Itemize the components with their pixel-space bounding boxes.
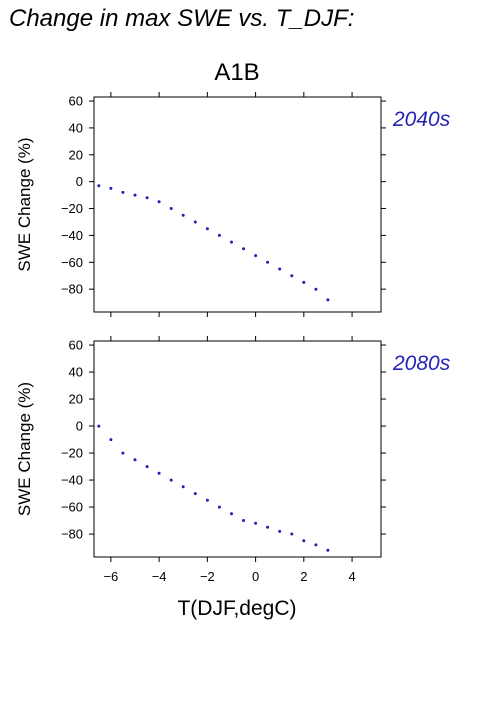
data-point	[314, 543, 318, 547]
scenario-label: A1B	[214, 59, 259, 86]
plot-frame	[93, 340, 382, 558]
data-point	[217, 233, 221, 237]
y-tick-label: −60	[61, 500, 83, 515]
y-tick-label: 40	[69, 120, 83, 135]
data-point	[145, 196, 149, 200]
data-point	[230, 240, 233, 244]
y-tick-label: 60	[69, 94, 83, 109]
y-tick-label: 0	[76, 174, 83, 189]
x-tick-label: −6	[103, 569, 118, 584]
data-point	[97, 424, 101, 428]
x-tick-label: −4	[152, 569, 167, 584]
y-tick-label: −40	[61, 228, 83, 243]
data-point	[169, 478, 173, 482]
data-point	[326, 548, 330, 552]
y-tick-label: −60	[61, 255, 83, 270]
data-point	[254, 521, 258, 525]
data-point	[193, 220, 197, 224]
data-point	[217, 505, 221, 509]
y-tick-label: 40	[69, 365, 83, 380]
data-point	[290, 274, 294, 278]
y-tick-label: 20	[69, 392, 83, 407]
data-point	[266, 260, 270, 264]
y-tick-label: −20	[61, 446, 83, 461]
scatter-panel-2040s: −80 −60 −40 −20 0 20 40 60 SWE Change (%) 2040s	[15, 92, 451, 317]
data-point	[242, 519, 245, 522]
data-point	[157, 200, 161, 204]
data-point	[109, 438, 113, 442]
y-tick-label: −80	[61, 527, 83, 542]
x-tick-label: 2	[300, 569, 307, 584]
data-point	[205, 227, 209, 231]
data-point	[193, 492, 197, 496]
x-tick-label: −2	[200, 569, 215, 584]
y-axis-title: SWE Change (%)	[15, 382, 34, 516]
y-axis-title: SWE Change (%)	[15, 137, 34, 271]
data-point	[278, 267, 282, 271]
x-tick-label: 4	[348, 569, 355, 584]
data-point	[169, 207, 173, 210]
data-point	[181, 485, 185, 489]
x-axis-title: T(DJF,degC)	[177, 597, 296, 620]
data-point	[157, 471, 161, 475]
data-point	[230, 512, 233, 516]
data-point	[302, 280, 306, 284]
y-tick-label: −20	[61, 201, 83, 216]
y-tick-label: 20	[69, 147, 83, 162]
data-point	[326, 298, 330, 302]
y-tick-label: 60	[69, 338, 83, 353]
data-point	[145, 465, 149, 469]
data-point	[109, 186, 113, 190]
figure-title: Change in max SWE vs. T_DJF:	[9, 5, 354, 32]
data-point	[302, 539, 306, 543]
data-point	[314, 287, 318, 291]
x-tick-label: 0	[252, 569, 259, 584]
series-points	[97, 184, 330, 302]
data-point	[278, 529, 282, 533]
period-label: 2040s	[392, 108, 451, 131]
data-point	[242, 247, 245, 251]
data-point	[205, 498, 209, 502]
data-point	[181, 213, 185, 217]
series-points	[97, 424, 330, 552]
data-point	[97, 184, 101, 188]
data-point	[133, 458, 137, 462]
data-point	[290, 532, 294, 536]
y-tick-label: 0	[76, 419, 83, 434]
data-point	[266, 525, 270, 529]
y-tick-label: −40	[61, 473, 83, 488]
data-point	[121, 190, 125, 194]
data-point	[133, 193, 137, 197]
y-tick-label: −80	[61, 282, 83, 297]
data-point	[254, 254, 258, 258]
plot-frame	[93, 96, 382, 313]
period-label: 2080s	[392, 352, 451, 375]
data-point	[121, 451, 125, 455]
